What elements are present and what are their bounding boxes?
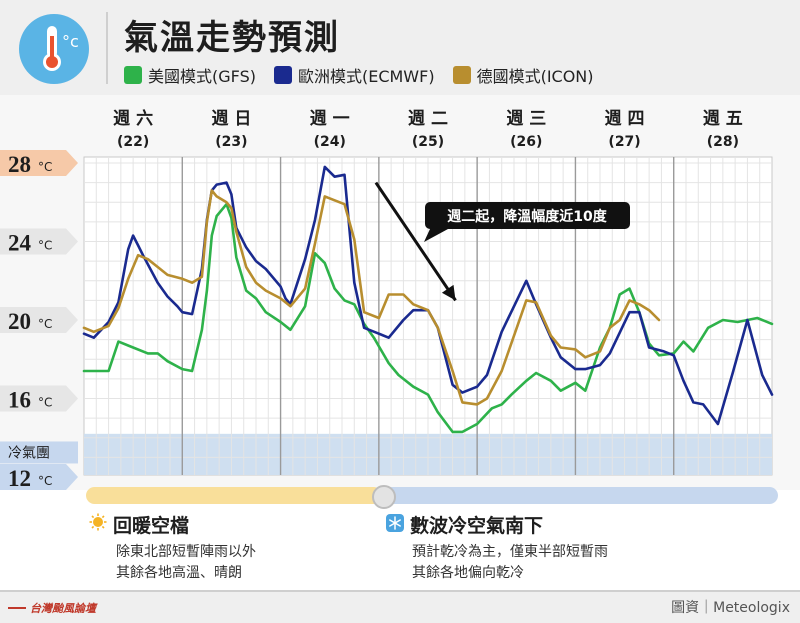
cold-zone-badge xyxy=(0,441,78,464)
y-tick-label: 20 xyxy=(8,309,31,334)
svg-text:°c: °c xyxy=(62,32,79,51)
day-date-label: (28) xyxy=(707,134,739,150)
legend-swatch-icon xyxy=(452,66,471,84)
note-warm-line-2: 其餘各地高溫、晴朗 xyxy=(116,565,242,581)
day-date-label: (24) xyxy=(314,134,346,150)
y-tick-label: 16 xyxy=(8,388,31,413)
day-date-label: (25) xyxy=(412,134,444,150)
cold-zone-label: 冷氣團 xyxy=(8,445,50,461)
day-date-label: (22) xyxy=(117,134,149,150)
title-divider xyxy=(106,12,108,84)
day-date-label: (27) xyxy=(608,134,640,150)
y-tick-badge xyxy=(0,228,78,255)
day-label: 週 一 xyxy=(310,109,350,129)
brand-logo: 台灣颱風論壇 xyxy=(30,602,96,615)
y-tick-unit: °C xyxy=(38,239,52,253)
legend-label-gfs: 美國模式(GFS) xyxy=(148,67,256,86)
timeline-warm-period xyxy=(86,487,382,504)
y-tick-unit: °C xyxy=(38,474,52,488)
series-line-1 xyxy=(82,165,774,426)
y-tick-badge xyxy=(0,150,78,176)
timeline-cold-period xyxy=(383,487,778,504)
day-date-label: (23) xyxy=(215,134,247,150)
note-cold-line-1: 預計乾冷為主，僅東半部短暫雨 xyxy=(412,544,608,560)
note-cold-line-2: 其餘各地偏向乾冷 xyxy=(412,565,524,581)
annotation-arrow-line xyxy=(374,181,457,302)
thermometer-celsius-icon: °c xyxy=(19,14,89,84)
footer xyxy=(0,590,800,623)
annotation-arrow-head xyxy=(441,284,456,301)
temperature-chart: 週 六 (22) 週 日 (23) 週 一 (24) 週 二 (25) 週 三 (26) 週 四 (2… xyxy=(0,108,774,491)
legend-swatch-ecmwf xyxy=(273,66,292,84)
y-tick-unit: °C xyxy=(38,317,52,331)
page-title: 氣溫走勢預測 xyxy=(124,18,340,58)
annotation-bubble-tail xyxy=(424,229,448,242)
y-tick-badge xyxy=(0,464,78,490)
footer-divider xyxy=(0,590,800,592)
note-warm-line-1: 除東北部短暫陣雨以外 xyxy=(116,544,256,560)
day-label: 週 五 xyxy=(703,109,743,129)
day-label: 週 六 xyxy=(113,108,153,129)
snowflake-icon xyxy=(386,514,404,532)
y-tick-label: 24 xyxy=(8,231,32,256)
note-warm-title: 回暖空檔 xyxy=(113,515,190,537)
y-tick-unit: °C xyxy=(38,160,52,174)
note-cold-title: 數波冷空氣南下 xyxy=(410,515,544,537)
legend-item-ecmwf: 歐洲模式(ECMWF) xyxy=(273,63,435,87)
day-date-label: (26) xyxy=(510,134,542,150)
y-tick-label: 28 xyxy=(8,152,31,177)
y-tick-unit: °C xyxy=(38,396,52,410)
day-label: 週 日 xyxy=(211,109,251,129)
legend-item-gfs: 美國模式(GFS) xyxy=(124,63,256,87)
legend-swatch-gfs xyxy=(124,66,142,84)
annotation-bubble xyxy=(425,202,630,229)
day-label: 週 二 xyxy=(408,109,448,129)
legend-item-icon: 德國模式(ICON) xyxy=(452,63,594,87)
sun-icon xyxy=(89,513,107,531)
legend-label-icon: 德國模式(ICON) xyxy=(476,67,594,86)
day-label: 週 四 xyxy=(605,109,645,129)
legend-label-ecmwf: 歐洲模式(ECMWF) xyxy=(297,67,435,86)
legend: 美國模式(GFS) 歐洲模式(ECMWF) 德國模式(ICON) xyxy=(124,63,594,87)
timeline-divider-knob xyxy=(372,485,396,509)
brand-mark xyxy=(8,607,26,609)
y-tick-label: 12 xyxy=(8,466,31,491)
y-tick-badge xyxy=(0,307,78,333)
day-label: 週 三 xyxy=(506,109,546,129)
image-credit: 圖資｜Meteologix xyxy=(671,600,790,616)
annotation-text: 週二起，降溫幅度近10度 xyxy=(447,208,607,225)
y-tick-badge xyxy=(0,385,78,412)
series-line-2 xyxy=(82,189,661,406)
